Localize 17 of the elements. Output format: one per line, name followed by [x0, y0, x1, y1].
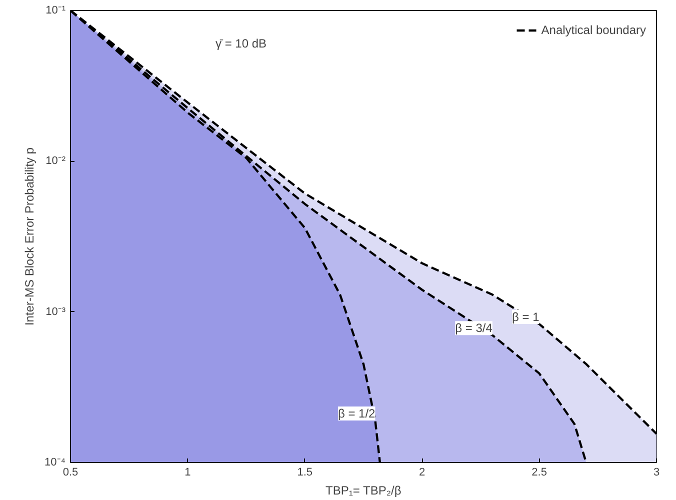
x-tick-label: 1.5 — [297, 466, 313, 478]
y-tick-label: 10⁻³ — [46, 306, 66, 318]
y-tick-label: 10⁻² — [46, 155, 66, 168]
y-tick-label: 10⁻⁴ — [44, 456, 66, 468]
annotation: β = 1/2 — [338, 406, 376, 420]
annotation: β = 1 — [512, 310, 540, 324]
y-tick-label: 10⁻¹ — [46, 4, 66, 16]
x-tick-label: 0.5 — [62, 466, 78, 478]
x-axis-title: TBP₁= TBP₂/β — [326, 484, 402, 498]
x-tick-label: 2 — [419, 466, 426, 478]
y-axis-title: Inter-MS Block Error Probability p — [22, 147, 37, 326]
x-tick-label: 2.5 — [532, 466, 547, 478]
annotation: γ̄ = 10 dB — [216, 36, 267, 50]
annotation: β = 3/4 — [455, 321, 493, 336]
x-tick-label: 3 — [653, 466, 660, 478]
legend-label: Analytical boundary — [541, 23, 646, 37]
x-tick-label: 1 — [184, 466, 191, 478]
